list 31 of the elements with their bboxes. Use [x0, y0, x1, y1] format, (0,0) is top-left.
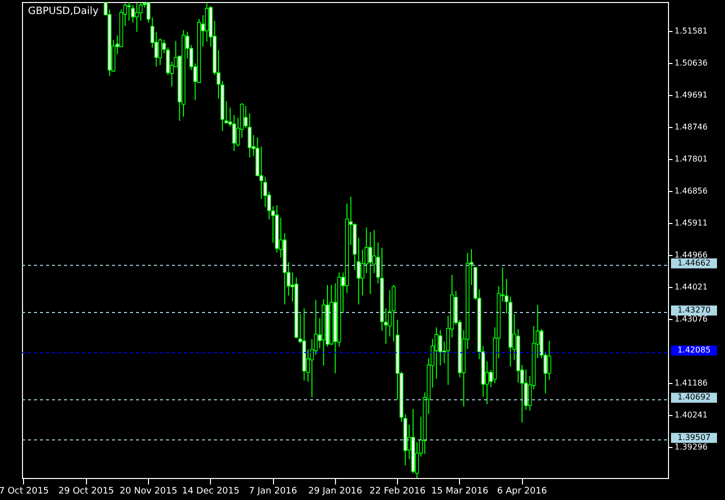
y-tick-label: 1.50636: [674, 58, 708, 68]
y-tick-label: 1.49691: [674, 90, 708, 100]
x-tick-label: 20 Nov 2015: [120, 486, 178, 496]
ref-line-label: 1.42085: [677, 346, 711, 355]
candlestick: [368, 232, 372, 295]
ref-line-label: 1.43270: [677, 305, 711, 314]
ref-line-label: 1.39507: [677, 432, 711, 442]
x-tick-label: 6 Apr 2016: [497, 486, 548, 496]
x-tick-label: 14 Dec 2015: [182, 486, 240, 496]
candlestick: [547, 340, 552, 380]
y-tick-label: 1.40241: [674, 410, 708, 420]
y-tick-label: 1.44966: [674, 250, 708, 260]
y-tick-label: 1.51581: [674, 26, 708, 36]
y-tick-label: 1.44021: [674, 282, 708, 292]
y-tick-label: 1.39296: [674, 442, 708, 452]
x-tick-label: 7 Oct 2015: [0, 486, 49, 496]
x-tick-label: 15 Mar 2016: [431, 486, 489, 496]
y-tick-label: 1.47801: [674, 154, 708, 164]
candlestick: [204, 2, 209, 42]
x-tick-label: 22 Feb 2016: [370, 486, 426, 496]
chart-title: GBPUSD,Daily: [28, 6, 99, 17]
x-tick-label: 29 Oct 2015: [58, 486, 114, 496]
x-tick-label: 7 Jan 2016: [248, 486, 298, 496]
y-tick-label: 1.46856: [674, 186, 708, 196]
y-tick-label: 1.41186: [674, 378, 708, 388]
y-tick-label: 1.43076: [674, 314, 708, 324]
y-tick-label: 1.45911: [674, 218, 708, 228]
ref-line-label: 1.44662: [677, 258, 711, 268]
x-tick-label: 29 Jan 2016: [308, 486, 363, 496]
ref-line-label: 1.40692: [677, 392, 711, 402]
y-tick-label: 1.48746: [674, 122, 708, 132]
